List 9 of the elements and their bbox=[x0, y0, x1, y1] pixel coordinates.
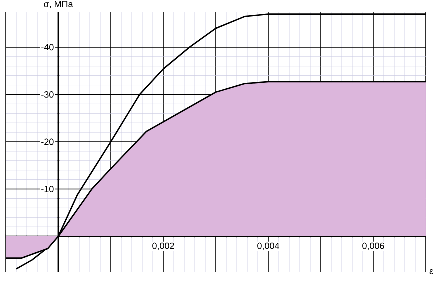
y-tick-label: -20 bbox=[42, 138, 54, 146]
x-tick-label: 0,002 bbox=[152, 242, 174, 250]
x-tick-label: 0,006 bbox=[362, 242, 384, 250]
x-tick-label: 0,004 bbox=[258, 242, 280, 250]
x-axis-title: ε bbox=[430, 270, 434, 274]
y-tick-label: -40 bbox=[42, 44, 54, 51]
y-tick-label: -30 bbox=[42, 92, 54, 98]
y-axis-title: σ, МПа bbox=[44, 1, 74, 8]
y-tick-label: -10 bbox=[42, 186, 54, 192]
